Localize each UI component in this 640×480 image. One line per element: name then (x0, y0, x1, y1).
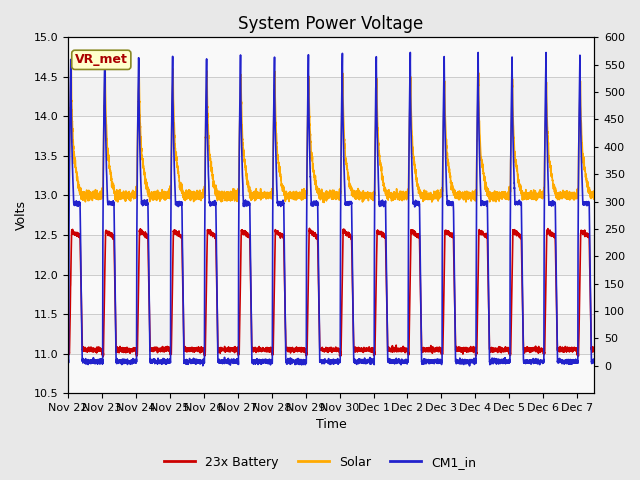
Bar (68, 116, 594, 156)
Legend: 23x Battery, Solar, CM1_in: 23x Battery, Solar, CM1_in (159, 451, 481, 474)
Title: System Power Voltage: System Power Voltage (239, 15, 424, 33)
Bar (68, 195, 594, 235)
Bar (68, 37, 594, 77)
Y-axis label: Volts: Volts (15, 200, 28, 230)
X-axis label: Time: Time (316, 419, 346, 432)
Text: VR_met: VR_met (75, 53, 128, 66)
Bar (68, 354, 594, 393)
Bar (68, 275, 594, 314)
